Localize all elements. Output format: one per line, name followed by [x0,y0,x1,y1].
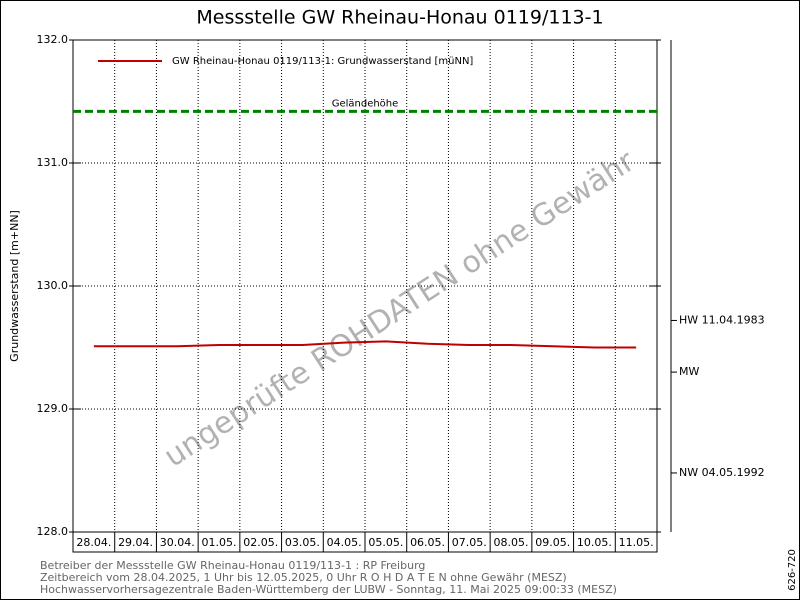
y-tick-label: 131.0 [37,156,69,169]
x-tick-label: 02.05. [243,536,278,549]
x-tick-label: 08.05. [494,536,529,549]
data-line [93,340,637,349]
footer-line: Betreiber der Messstelle GW Rheinau-Hona… [40,559,425,572]
y-tick-label: 129.0 [37,402,69,415]
x-tick-label: 10.05. [577,536,612,549]
x-tick-label: 05.05. [368,536,403,549]
footer-line: Zeitbereich vom 28.04.2025, 1 Uhr bis 12… [40,571,567,584]
chart-title: Messstelle GW Rheinau-Honau 0119/113-1 [196,7,603,29]
y-tick-label: 132.0 [37,33,69,46]
level-label: HW 11.04.1983 [679,313,765,326]
level-label: NW 04.05.1992 [679,466,765,479]
y-tick-label: 130.0 [37,279,69,292]
x-tick-label: 03.05. [285,536,320,549]
x-tick-label: 29.04. [118,536,153,549]
level-label: MW [679,365,699,378]
x-tick-label: 09.05. [535,536,570,549]
legend-label: GW Rheinau-Honau 0119/113-1: Grundwasser… [172,56,473,67]
x-tick-label: 06.05. [410,536,445,549]
x-tick-label: 01.05. [202,536,237,549]
footer-line: Hochwasservorhersagezentrale Baden-Württ… [40,583,617,596]
x-tick-label: 07.05. [452,536,487,549]
x-tick-label: 04.05. [327,536,362,549]
y-tick-label: 128.0 [37,525,69,538]
plot-area [72,39,658,533]
code: 626-720 [787,549,798,591]
x-tick-label: 11.05. [619,536,654,549]
x-tick-label: 28.04. [76,536,111,549]
reference-label: Geländehöhe [332,98,399,109]
y-axis-label: Grundwasserstand [m+NN] [8,210,21,362]
x-tick-label: 30.04. [160,536,195,549]
